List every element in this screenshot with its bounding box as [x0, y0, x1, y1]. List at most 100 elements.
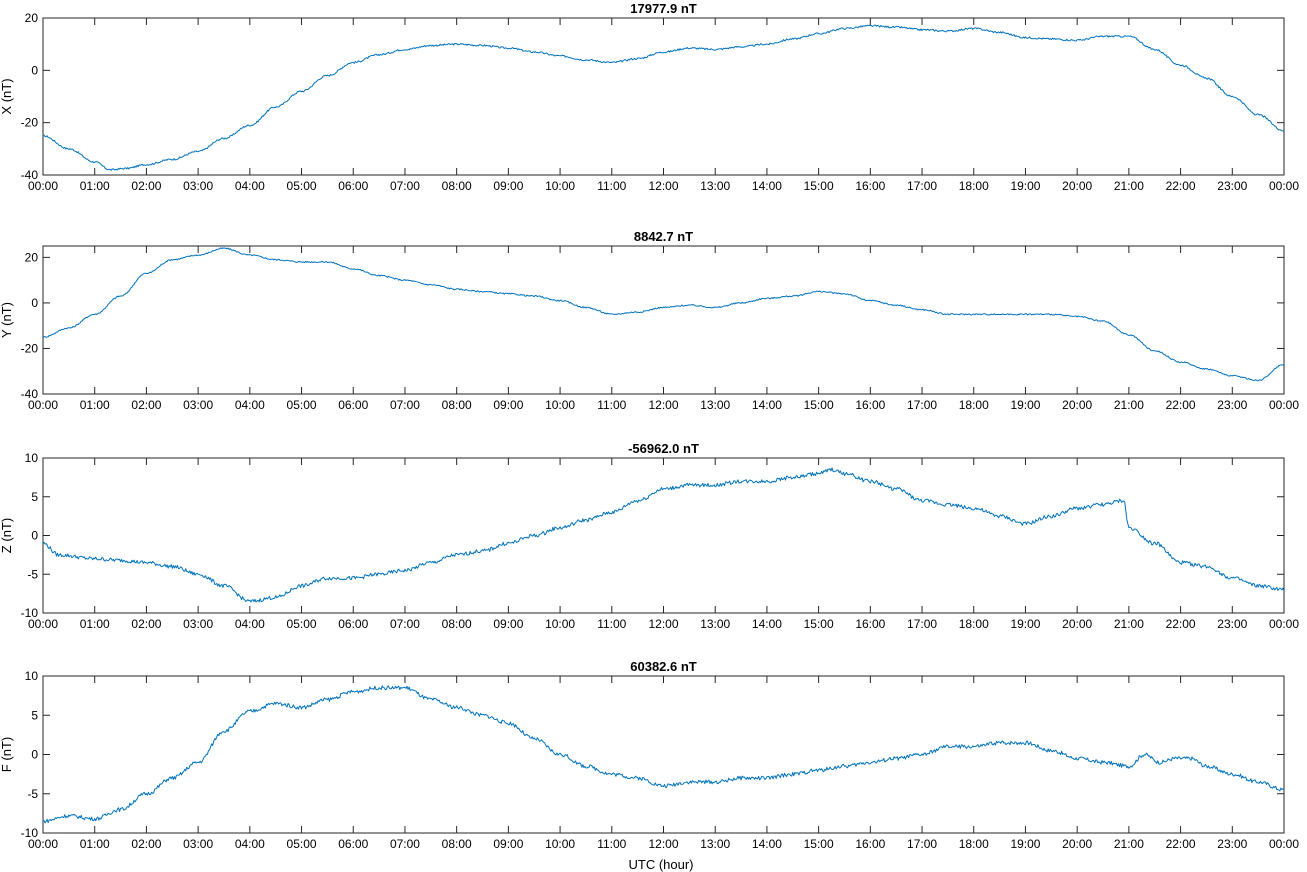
y-tick-label: 20	[25, 250, 39, 264]
y-tick-label: -20	[21, 116, 39, 130]
chart-panel-2: -56962.0 nT Z (nT) 00:00 01:00 02:00 03:00 04:…	[0, 441, 1299, 631]
x-tick-label: 09:00	[493, 617, 523, 631]
x-tick-label: 09:00	[493, 398, 523, 412]
y-tick-label: 20	[25, 11, 39, 25]
x-tick-label: 13:00	[700, 398, 730, 412]
x-tick-label: 06:00	[338, 398, 368, 412]
x-tick-label: 19:00	[1010, 617, 1040, 631]
x-tick-label: 04:00	[235, 398, 265, 412]
x-tick-label: 14:00	[752, 179, 782, 193]
x-tick-label: 04:00	[235, 179, 265, 193]
plot-area	[42, 675, 1285, 834]
y-tick-label: 0	[31, 296, 38, 310]
x-tick-label: 11:00	[597, 837, 626, 851]
x-tick-label: 10:00	[545, 398, 575, 412]
x-tick-label: 02:00	[131, 398, 161, 412]
x-tick-label: 20:00	[1062, 179, 1092, 193]
x-tick-label: 19:00	[1010, 398, 1040, 412]
x-tick-label: 08:00	[442, 179, 472, 193]
x-tick-label: 20:00	[1062, 617, 1092, 631]
x-tick-label: 03:00	[183, 837, 213, 851]
x-tick-label: 00:00	[28, 179, 58, 193]
x-tick-label: 00:00	[1269, 617, 1299, 631]
y-tick-label: -40	[21, 168, 39, 182]
x-tick-label: 16:00	[855, 398, 885, 412]
y-tick-label: 0	[31, 63, 38, 77]
y-axis-label: Z (nT)	[0, 518, 14, 553]
x-tick-label: 22:00	[1166, 398, 1196, 412]
x-tick-label: 21:00	[1114, 398, 1144, 412]
y-tick-label: 10	[25, 451, 39, 465]
x-tick-label: 12:00	[648, 398, 678, 412]
x-tick-label: 07:00	[390, 179, 420, 193]
x-tick-label: 08:00	[442, 398, 472, 412]
chart-title: 17977.9 nT	[630, 1, 697, 16]
x-tick-label: 11:00	[597, 398, 626, 412]
x-tick-label: 00:00	[1269, 398, 1299, 412]
y-axis-label: F (nT)	[0, 737, 14, 772]
x-tick-label: 00:00	[28, 617, 58, 631]
y-tick-label: 5	[31, 490, 38, 504]
x-tick-label: 06:00	[338, 617, 368, 631]
series-line	[42, 467, 1285, 603]
y-tick-label: -10	[21, 826, 39, 840]
y-tick-label: -10	[21, 606, 39, 620]
y-axis-label: X (nT)	[0, 78, 14, 114]
x-tick-label: 19:00	[1010, 837, 1040, 851]
x-tick-label: 14:00	[752, 617, 782, 631]
chart-title: 60382.6 nT	[630, 659, 697, 674]
x-tick-label: 12:00	[648, 837, 678, 851]
y-tick-label: 5	[31, 708, 38, 722]
x-tick-label: 08:00	[442, 617, 472, 631]
x-tick-label: 00:00	[1269, 179, 1299, 193]
y-tick-label: -5	[27, 567, 38, 581]
x-tick-label: 10:00	[545, 837, 575, 851]
x-tick-label: 01:00	[80, 179, 110, 193]
x-tick-label: 20:00	[1062, 837, 1092, 851]
x-tick-label: 13:00	[700, 837, 730, 851]
y-tick-label: -20	[21, 341, 39, 355]
y-axis-label: Y (nT)	[0, 302, 14, 338]
chart-title: 8842.7 nT	[634, 229, 693, 244]
x-tick-label: 18:00	[959, 179, 989, 193]
x-tick-label: 10:00	[545, 179, 575, 193]
x-tick-label: 12:00	[648, 179, 678, 193]
chart-panel-0: 17977.9 nT X (nT) 00:00 01:00 02:00 03:00 04:0…	[0, 1, 1299, 193]
x-tick-label: 18:00	[959, 837, 989, 851]
x-tick-label: 11:00	[597, 179, 626, 193]
x-tick-label: 05:00	[287, 398, 317, 412]
x-tick-label: 16:00	[855, 617, 885, 631]
x-tick-label: 17:00	[907, 837, 937, 851]
x-tick-label: 15:00	[804, 837, 834, 851]
x-tick-label: 22:00	[1166, 837, 1196, 851]
y-tick-label: -40	[21, 387, 39, 401]
x-tick-label: 03:00	[183, 179, 213, 193]
x-tick-label: 21:00	[1114, 179, 1144, 193]
y-tick-label: 0	[31, 529, 38, 543]
x-tick-label: 00:00	[1269, 837, 1299, 851]
x-tick-label: 19:00	[1010, 179, 1040, 193]
x-tick-label: 22:00	[1166, 179, 1196, 193]
x-tick-label: 13:00	[700, 617, 730, 631]
x-tick-label: 17:00	[907, 179, 937, 193]
x-tick-label: 15:00	[804, 398, 834, 412]
x-tick-label: 02:00	[131, 179, 161, 193]
series-line	[42, 247, 1285, 382]
x-tick-label: 14:00	[752, 398, 782, 412]
x-tick-label: 03:00	[183, 398, 213, 412]
x-tick-label: 01:00	[80, 398, 110, 412]
x-tick-label: 13:00	[700, 179, 730, 193]
x-tick-label: 21:00	[1114, 837, 1144, 851]
x-tick-label: 17:00	[907, 398, 937, 412]
x-tick-label: 09:00	[493, 179, 523, 193]
x-tick-label: 22:00	[1166, 617, 1196, 631]
series-line	[42, 685, 1285, 824]
x-tick-label: 06:00	[338, 837, 368, 851]
x-tick-label: 01:00	[80, 617, 110, 631]
chart-title: -56962.0 nT	[628, 441, 699, 456]
plot-area	[42, 17, 1285, 176]
x-tick-label: 16:00	[855, 837, 885, 851]
x-tick-label: 23:00	[1217, 837, 1247, 851]
x-tick-label: 12:00	[648, 617, 678, 631]
